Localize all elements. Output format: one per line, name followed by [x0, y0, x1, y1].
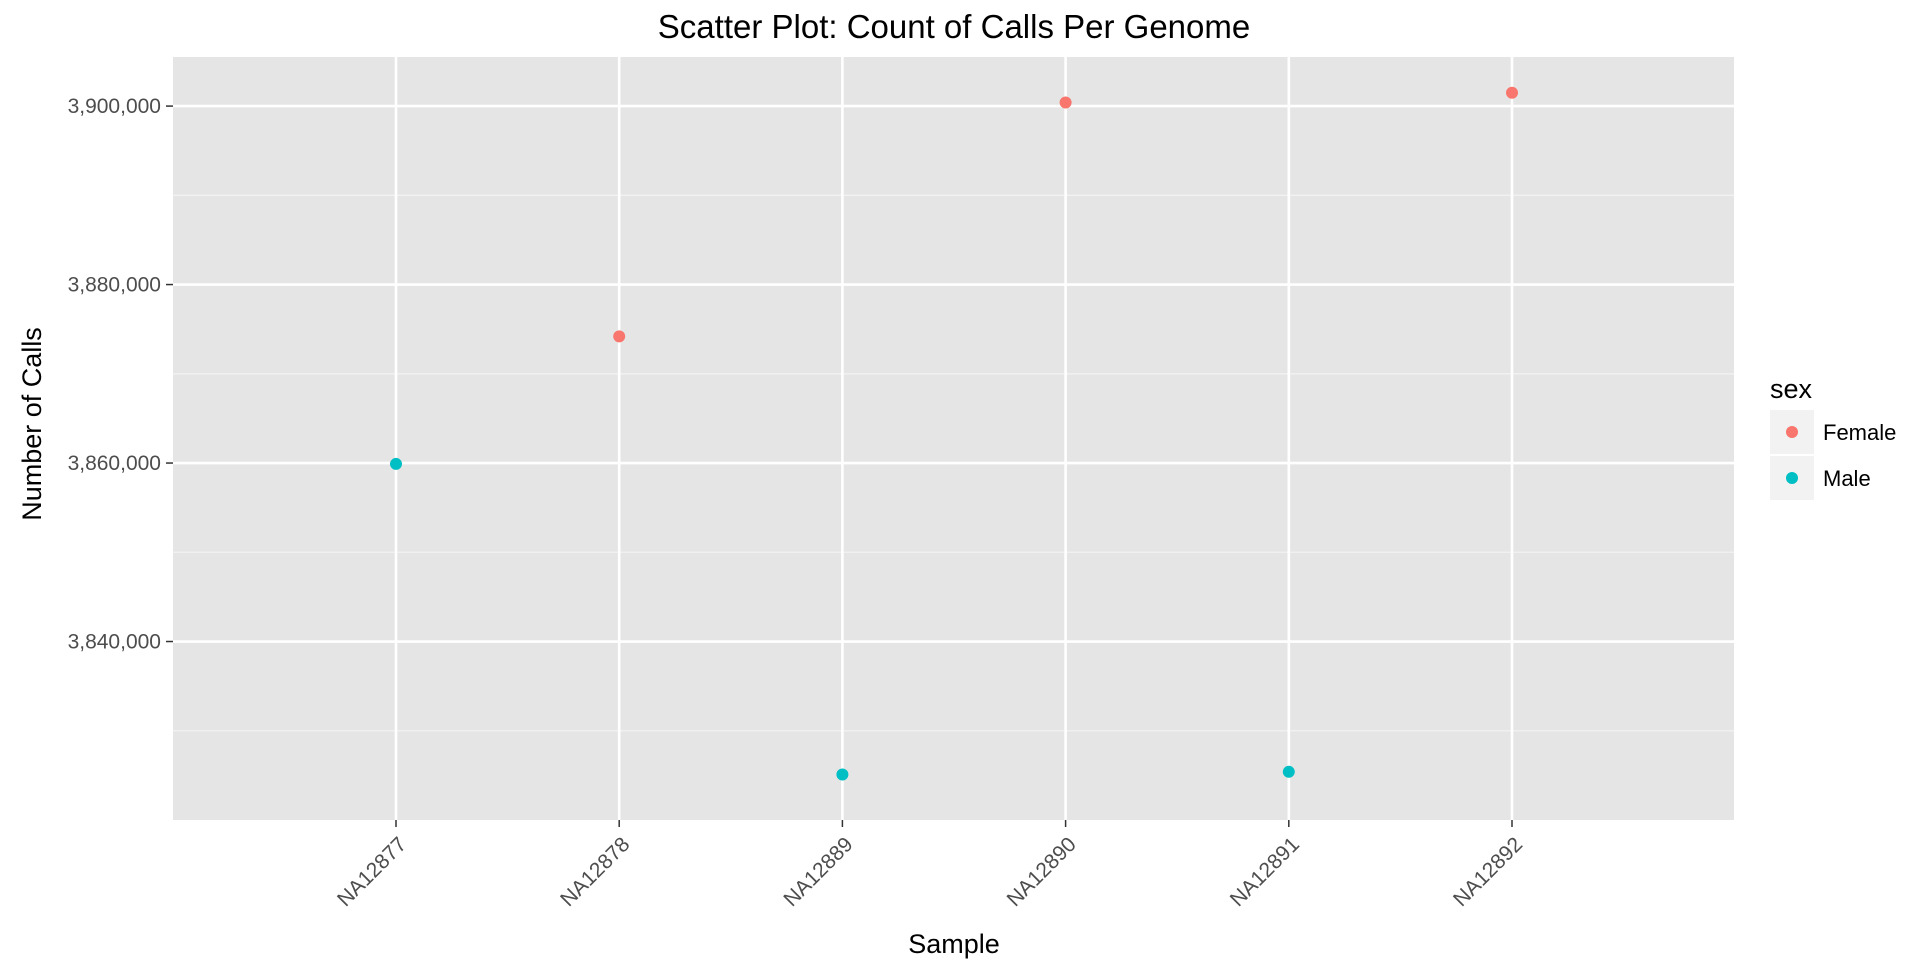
data-point-na12891 — [1282, 765, 1295, 778]
legend-swatch-female — [1786, 426, 1798, 438]
y-tick-label: 3,880,000 — [68, 274, 161, 297]
legend-label-female: Female — [1823, 420, 1896, 445]
y-tick-label: 3,900,000 — [68, 95, 161, 118]
x-tick-label: NA12878 — [556, 833, 634, 911]
plot-panel-background — [173, 57, 1734, 820]
data-point-na12877 — [390, 457, 402, 470]
legend-swatch-male — [1786, 472, 1798, 484]
plot-panel — [173, 57, 1734, 820]
chart-title: Scatter Plot: Count of Calls Per Genome — [658, 8, 1250, 45]
legend-label-male: Male — [1823, 466, 1871, 491]
gridlines — [173, 57, 1734, 820]
y-axis-label: Number of Calls — [17, 327, 47, 521]
data-point-na12890 — [1059, 96, 1072, 109]
x-tick-label: NA12891 — [1226, 833, 1304, 911]
x-axis-label: Sample — [908, 929, 1000, 959]
x-tick-label: NA12892 — [1449, 833, 1527, 911]
x-tick-label: NA12890 — [1003, 833, 1081, 911]
legend: sex Female Male — [1770, 374, 1896, 500]
data-points — [390, 86, 1518, 781]
data-point-na12892 — [1506, 86, 1518, 99]
x-tick-label: NA12889 — [779, 833, 857, 911]
x-tick-label: NA12877 — [333, 833, 411, 911]
data-point-na12878 — [613, 330, 626, 343]
y-tick-label: 3,840,000 — [68, 631, 161, 654]
legend-title: sex — [1770, 374, 1813, 404]
data-point-na12889 — [836, 768, 849, 781]
y-tick-label: 3,860,000 — [68, 452, 161, 475]
